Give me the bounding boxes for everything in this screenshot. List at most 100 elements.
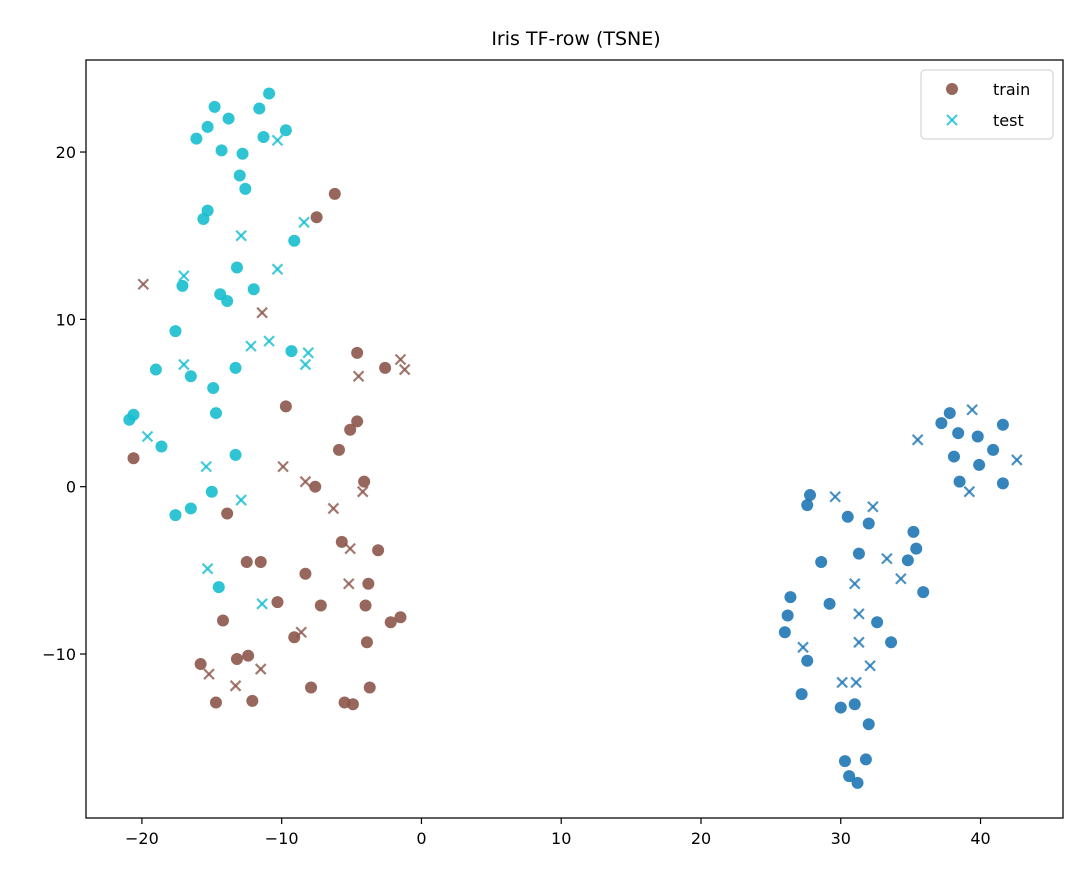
train-point [362,577,375,590]
legend-train-label: train [993,80,1030,99]
train-point [279,124,292,137]
train-point [257,130,270,143]
train-point [973,458,986,471]
train-point [804,489,817,502]
train-point [987,443,1000,456]
x-tick-label: −10 [265,829,299,848]
train-point [288,631,301,644]
train-point [841,510,854,523]
test-point [302,347,315,359]
test-point [1011,454,1023,466]
legend-train-marker [946,83,958,95]
legend: train test [920,69,1054,140]
test-point [398,363,411,376]
train-point [127,452,140,465]
y-tick-label: 10 [56,310,76,329]
test-point [254,663,267,675]
train-point [201,120,214,133]
test-point [848,577,861,590]
train-point [372,544,385,557]
train-point [346,698,359,711]
train-point [359,599,372,612]
train-point [862,517,875,530]
test-point [178,358,190,371]
train-point [784,591,797,604]
train-point [838,755,851,768]
train-point [230,261,243,274]
train-point [285,345,298,358]
test-point [298,216,310,229]
train-point [184,502,197,515]
test-point [271,134,284,147]
train-point [351,346,364,359]
train-point [184,370,197,383]
train-point [815,555,828,568]
train-point [309,480,322,493]
x-tick-label: −20 [125,829,159,848]
train-point [209,696,222,709]
test-point [911,434,924,446]
train-point [328,187,341,200]
train-point [263,87,276,100]
legend-box [920,69,1054,140]
train-point [778,626,791,639]
train-point [795,688,808,701]
train-point [221,294,234,307]
test-point [141,430,154,443]
train-point [176,279,189,292]
train-point [379,361,392,374]
train-point [862,718,875,731]
train-point [917,586,930,599]
test-point [966,403,978,416]
test-point [229,680,242,692]
train-point [230,653,243,666]
train-point [216,614,229,627]
train-point [229,361,242,374]
train-point [247,283,260,296]
train-point [279,400,292,413]
train-point [823,597,836,610]
test-point [836,676,848,689]
legend-test-label: test [993,111,1024,130]
test-point [256,306,268,319]
test-point [850,676,862,689]
x-tick-label: 30 [831,829,851,848]
test-point [271,263,284,275]
train-point [996,418,1009,431]
train-point [996,477,1009,490]
y-tick-label: 20 [56,143,76,162]
train-point [149,363,162,376]
test-point [137,278,150,290]
test-point [200,460,212,473]
test-point [352,370,365,383]
test-point [299,358,312,371]
train-point [221,507,234,520]
test-point [356,485,369,498]
train-point [907,525,920,538]
train-point [222,112,235,125]
train-point [201,204,214,217]
train-point [801,499,814,512]
train-point [299,567,312,580]
test-point [295,626,308,639]
test-point [203,668,215,680]
train-point [207,381,220,394]
train-point [246,694,259,707]
y-tick-label: −10 [42,645,76,664]
train-point [971,430,984,443]
train-point [332,443,345,456]
train-point [236,147,249,160]
test-point [344,542,356,555]
chart-title: Iris TF-row (TSNE) [491,28,660,50]
test-point [277,460,289,473]
train-point [360,636,373,649]
plot-frame [85,59,1064,819]
test-point [853,608,865,620]
train-point [229,448,242,461]
train-point [127,408,140,421]
train-point [215,144,228,157]
train-point [240,555,253,568]
train-point [169,509,182,522]
train-point [801,654,814,667]
